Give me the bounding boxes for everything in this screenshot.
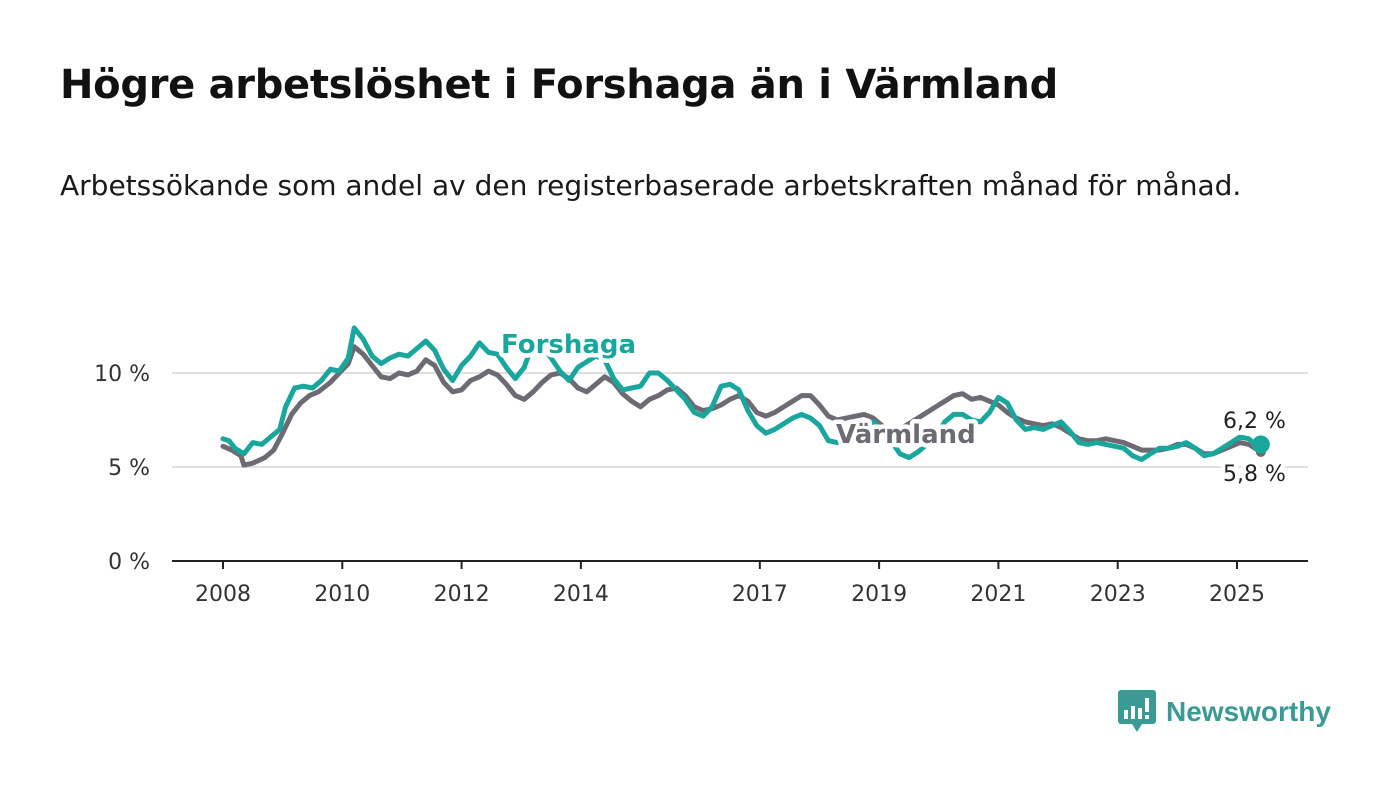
chart-title: Högre arbetslöshet i Forshaga än i Värml… (60, 62, 1058, 108)
x-tick-label: 2014 (553, 582, 609, 607)
series-layer (220, 325, 1270, 468)
y-tick-label: 5 % (108, 456, 150, 481)
series-line-forshaga (220, 325, 1264, 462)
newsworthy-logo: Newsworthy (1118, 690, 1331, 734)
end-label-varmland: 5,8 %5,8 % (1219, 458, 1291, 492)
end-label-forshaga: 6,2 %6,2 % (1219, 405, 1291, 439)
end-label-varmland-halo: 5,8 % (1223, 462, 1286, 487)
y-tick-label: 10 % (94, 362, 150, 387)
series-label-forshaga-halo: Forshaga (501, 330, 636, 360)
series-label-varmland-text: Värmland (836, 420, 976, 450)
x-tick-label: 2012 (434, 582, 490, 607)
end-point-forshaga (1251, 435, 1270, 454)
x-tick-label: 2008 (195, 582, 251, 607)
grid-layer: 0 % 5 % 10 % 2008 2010 2012 2014 2017 2019 2021 20… (94, 362, 1308, 607)
end-label-forshaga-halo: 6,2 % (1223, 409, 1286, 434)
x-tick-label: 2025 (1209, 582, 1265, 607)
x-tick-label: 2017 (732, 582, 788, 607)
brand-name: Newsworthy (1166, 696, 1331, 727)
x-tick-label: 2021 (970, 582, 1026, 607)
chart-subtitle: Arbetssökande som andel av den registerb… (60, 169, 1242, 202)
x-tick-label: 2010 (314, 582, 370, 607)
series-label-varmland-halo: Värmland (836, 420, 976, 450)
end-label-forshaga-text: 6,2 % (1223, 409, 1286, 434)
x-tick-label: 2019 (851, 582, 907, 607)
x-tick-label: 2023 (1090, 582, 1146, 607)
series-label-forshaga-text: Forshaga (501, 330, 636, 360)
end-label-varmland-text: 5,8 % (1223, 462, 1286, 487)
newsworthy-logo-icon (1118, 690, 1156, 732)
y-tick-label: 0 % (108, 550, 150, 575)
